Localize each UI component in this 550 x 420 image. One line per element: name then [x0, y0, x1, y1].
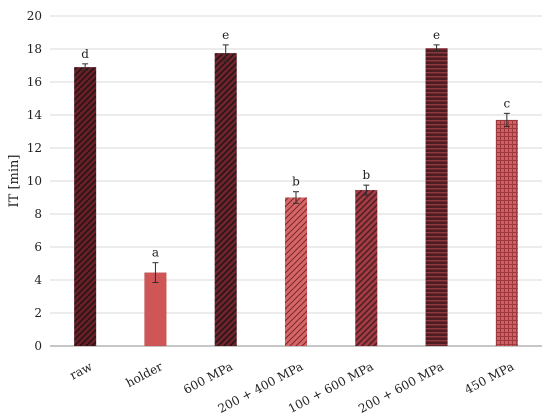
- bar-5: [425, 47, 448, 347]
- significance-label-5: e: [433, 28, 440, 42]
- y-tick-label-10: 20: [27, 9, 42, 23]
- bar-1: [144, 272, 167, 347]
- y-tick-label-5: 10: [27, 174, 42, 188]
- significance-label-1: a: [152, 246, 159, 260]
- y-tick-label-3: 6: [34, 240, 42, 254]
- x-category-label-1: holder: [124, 359, 166, 390]
- bar-4: [355, 189, 378, 347]
- bar-6: [495, 119, 519, 347]
- bar-0: [73, 66, 97, 347]
- significance-label-6: c: [503, 96, 510, 110]
- error-bars: [82, 44, 510, 283]
- y-tick-label-8: 16: [27, 75, 42, 89]
- x-category-label-6: 450 MPa: [462, 359, 516, 397]
- significance-label-3: b: [292, 175, 300, 189]
- significance-label-0: d: [81, 47, 89, 61]
- x-category-label-0: raw: [68, 359, 96, 383]
- y-axis-label: IT [min]: [7, 155, 22, 208]
- bar-2: [214, 52, 237, 347]
- bars: [73, 47, 519, 347]
- y-tick-label-1: 2: [34, 306, 42, 320]
- data-labels: d a e b b e c: [81, 28, 510, 260]
- y-tick-label-2: 4: [34, 273, 42, 287]
- bar-3: [284, 197, 308, 347]
- y-tick-label-4: 8: [34, 207, 42, 221]
- x-category-label-2: 600 MPa: [181, 359, 235, 397]
- y-tick-label-9: 18: [27, 42, 42, 56]
- y-tick-label-6: 12: [27, 141, 42, 155]
- significance-label-4: b: [362, 168, 370, 182]
- y-tick-label-0: 0: [34, 339, 42, 353]
- significance-label-2: e: [222, 28, 229, 42]
- y-axis-ticks: 0 2 4 6 8 10 12 14 16 18 20: [27, 9, 43, 353]
- y-tick-label-7: 14: [27, 108, 43, 122]
